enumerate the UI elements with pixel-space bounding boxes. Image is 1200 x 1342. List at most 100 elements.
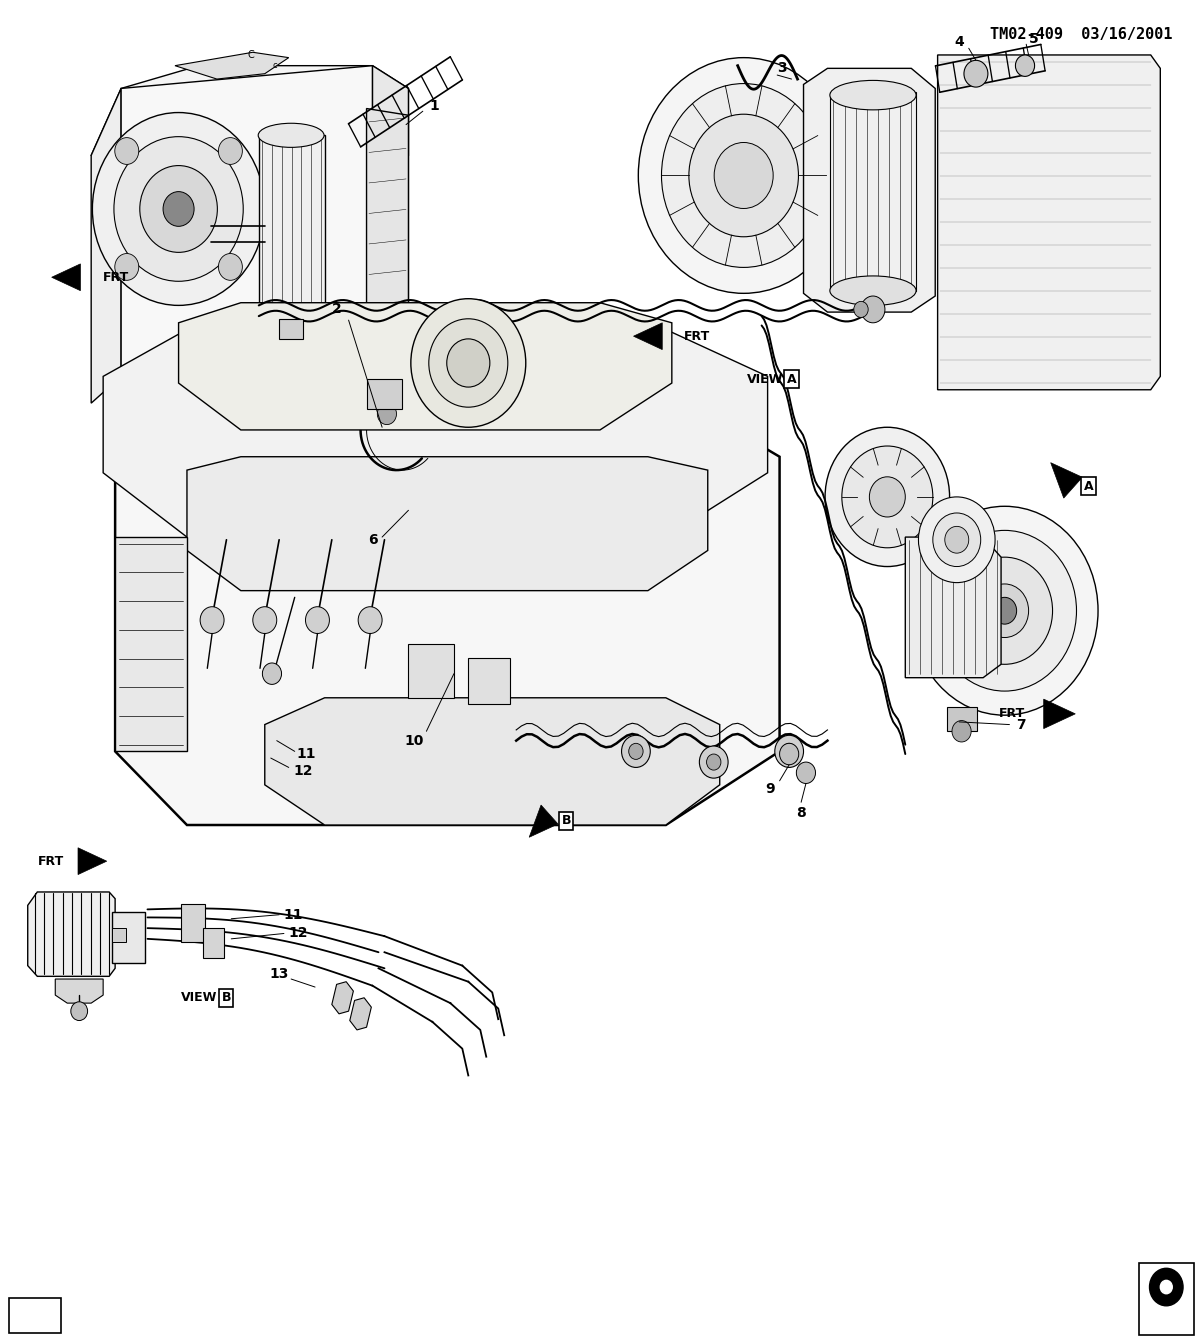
Text: VIEW: VIEW — [181, 992, 217, 1004]
Ellipse shape — [258, 123, 324, 148]
Circle shape — [306, 607, 330, 633]
Circle shape — [629, 743, 643, 760]
Circle shape — [714, 142, 773, 208]
Text: FRT: FRT — [998, 707, 1025, 721]
Text: 12: 12 — [293, 765, 313, 778]
Text: 5: 5 — [1028, 32, 1038, 46]
Circle shape — [944, 526, 968, 553]
Text: dj: dj — [29, 1308, 42, 1322]
Bar — [181, 905, 205, 942]
Polygon shape — [349, 997, 371, 1029]
Text: 2: 2 — [331, 302, 342, 317]
Ellipse shape — [830, 81, 916, 110]
Polygon shape — [91, 66, 408, 173]
Text: FRT: FRT — [103, 271, 130, 283]
Polygon shape — [332, 982, 353, 1013]
Circle shape — [1150, 1268, 1183, 1306]
Text: 9: 9 — [766, 782, 775, 796]
Polygon shape — [1044, 699, 1075, 729]
Circle shape — [377, 403, 396, 424]
Circle shape — [1160, 1280, 1172, 1294]
Polygon shape — [115, 537, 187, 752]
Polygon shape — [408, 644, 454, 698]
Circle shape — [446, 340, 490, 386]
Text: 1: 1 — [430, 99, 439, 113]
Circle shape — [163, 192, 194, 227]
Circle shape — [860, 297, 884, 323]
Circle shape — [842, 446, 932, 548]
Circle shape — [661, 83, 826, 267]
Polygon shape — [529, 805, 558, 837]
Circle shape — [775, 735, 804, 768]
Circle shape — [980, 584, 1028, 637]
Polygon shape — [52, 264, 80, 291]
Circle shape — [911, 506, 1098, 715]
Circle shape — [114, 137, 244, 282]
Circle shape — [622, 735, 650, 768]
Polygon shape — [937, 55, 1160, 389]
Polygon shape — [179, 303, 672, 429]
Circle shape — [992, 597, 1016, 624]
Circle shape — [200, 607, 224, 633]
Polygon shape — [175, 52, 289, 79]
Text: spo: spo — [1159, 1317, 1174, 1325]
Text: 8: 8 — [797, 807, 806, 820]
Text: B: B — [222, 992, 232, 1004]
Polygon shape — [372, 66, 408, 423]
Polygon shape — [634, 323, 662, 349]
Circle shape — [218, 138, 242, 165]
Polygon shape — [103, 330, 768, 537]
Circle shape — [638, 58, 850, 294]
Circle shape — [71, 1001, 88, 1020]
Polygon shape — [115, 389, 780, 825]
Polygon shape — [804, 68, 935, 313]
Circle shape — [854, 302, 868, 318]
Bar — [947, 707, 977, 731]
Text: 12: 12 — [288, 926, 308, 941]
Circle shape — [92, 113, 265, 306]
Circle shape — [700, 746, 728, 778]
Circle shape — [952, 721, 971, 742]
Polygon shape — [91, 89, 121, 403]
Text: 6: 6 — [367, 533, 377, 546]
Circle shape — [932, 530, 1076, 691]
Text: 4: 4 — [954, 35, 964, 48]
Text: 13: 13 — [270, 966, 289, 981]
Polygon shape — [265, 698, 720, 825]
Text: FRT: FRT — [37, 855, 64, 868]
Text: 3: 3 — [778, 62, 787, 75]
Bar — [112, 929, 126, 942]
Circle shape — [139, 165, 217, 252]
Circle shape — [918, 497, 995, 582]
Circle shape — [218, 254, 242, 280]
Circle shape — [932, 513, 980, 566]
Circle shape — [689, 114, 798, 236]
Circle shape — [964, 60, 988, 87]
Text: A: A — [1084, 479, 1093, 493]
Circle shape — [253, 607, 277, 633]
Bar — [112, 913, 145, 964]
Circle shape — [869, 476, 905, 517]
Circle shape — [826, 427, 949, 566]
Circle shape — [263, 663, 282, 684]
Polygon shape — [28, 892, 115, 977]
Text: 11: 11 — [283, 907, 304, 922]
Circle shape — [358, 607, 382, 633]
Text: 11: 11 — [296, 747, 317, 761]
Circle shape — [410, 299, 526, 427]
Polygon shape — [905, 537, 1001, 678]
Ellipse shape — [830, 276, 916, 306]
Polygon shape — [78, 848, 107, 875]
Circle shape — [797, 762, 816, 784]
Text: gm: gm — [1159, 1303, 1172, 1311]
Text: A: A — [787, 373, 797, 385]
Text: FRT: FRT — [684, 330, 710, 342]
Text: 10: 10 — [404, 734, 424, 747]
Circle shape — [782, 743, 797, 760]
Circle shape — [115, 138, 139, 165]
Bar — [259, 136, 325, 323]
FancyBboxPatch shape — [8, 1298, 61, 1333]
Circle shape — [956, 557, 1052, 664]
Bar — [370, 400, 403, 427]
Text: VIEW: VIEW — [748, 373, 784, 385]
